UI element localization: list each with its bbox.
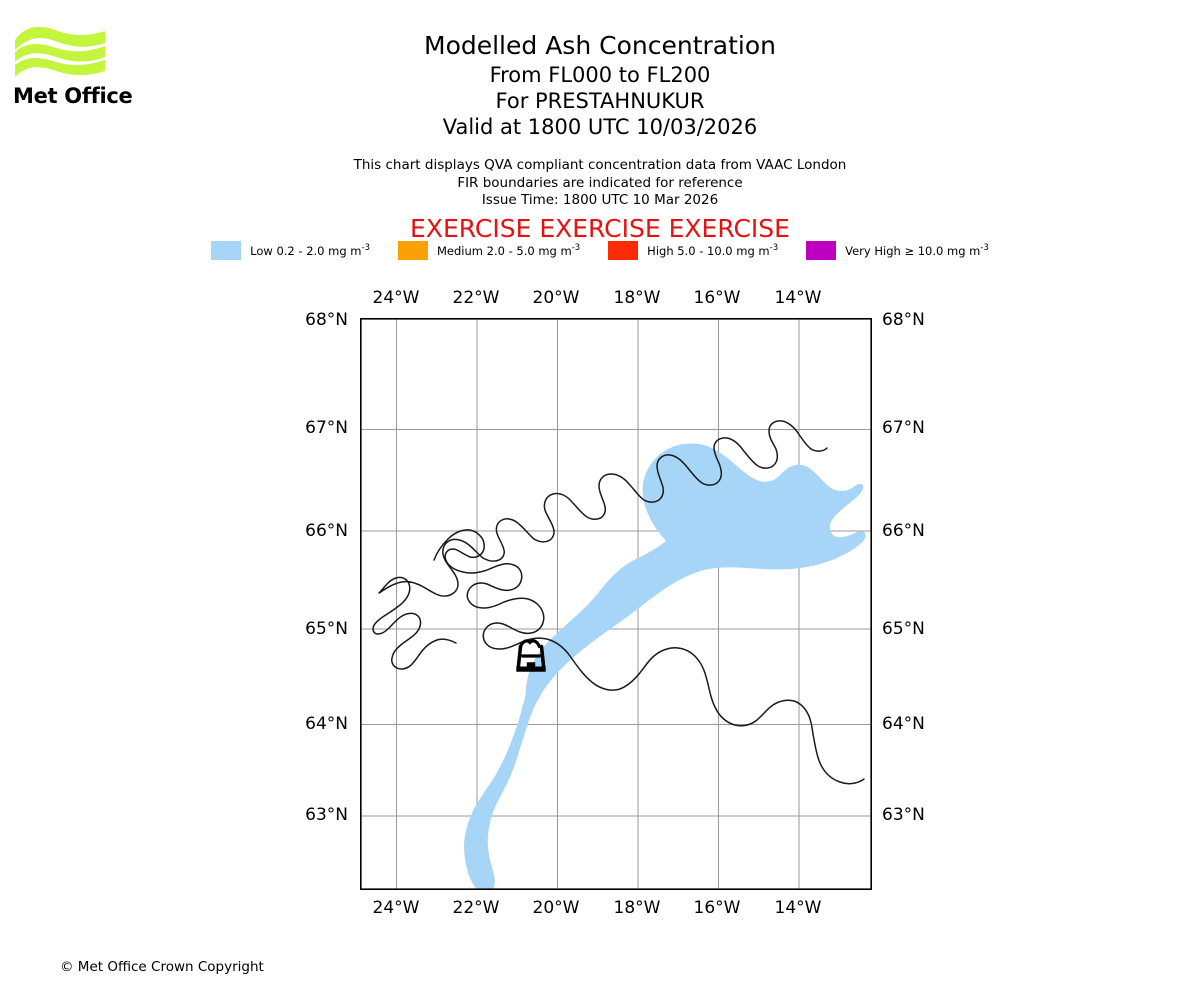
lon-label-top-20w: 20°W bbox=[532, 288, 580, 308]
lon-label-bottom-16w: 16°W bbox=[693, 898, 741, 918]
lon-label-top-14w: 14°W bbox=[774, 288, 822, 308]
legend-swatch-high bbox=[608, 241, 639, 260]
copyright-footer: © Met Office Crown Copyright bbox=[60, 959, 264, 975]
ash-cloud-low-final bbox=[464, 443, 866, 889]
lat-label-left-64n: 64°N bbox=[305, 714, 348, 734]
lat-label-right-68n: 68°N bbox=[882, 310, 925, 330]
lon-label-bottom-24w: 24°W bbox=[372, 898, 420, 918]
lon-label-bottom-22w: 22°W bbox=[452, 898, 500, 918]
lat-label-right-63n: 63°N bbox=[882, 805, 925, 825]
lat-label-left-66n: 66°N bbox=[305, 521, 348, 541]
legend-label-medium: Medium 2.0 - 5.0 mg m-3 bbox=[436, 242, 581, 258]
lon-label-top-18w: 18°W bbox=[613, 288, 661, 308]
lat-label-right-64n: 64°N bbox=[882, 714, 925, 734]
met-office-wordmark: Met Office bbox=[13, 84, 133, 108]
legend-label-low: Low 0.2 - 2.0 mg m-3 bbox=[250, 242, 370, 258]
page-title: Modelled Ash Concentration bbox=[424, 31, 776, 60]
iceland-final bbox=[433, 529, 865, 785]
lat-label-left-68n: 68°N bbox=[305, 310, 348, 330]
legend-item-high: High 5.0 - 10.0 mg m-3 bbox=[608, 241, 778, 260]
legend-label-very-high: Very High ≥ 10.0 mg m-3 bbox=[845, 242, 989, 258]
lon-label-bottom-14w: 14°W bbox=[774, 898, 822, 918]
legend-swatch-very-high bbox=[806, 241, 837, 260]
legend-swatch-low bbox=[211, 241, 242, 260]
exercise-banner: EXERCISE EXERCISE EXERCISE bbox=[410, 214, 790, 243]
met-office-logo: Met Office bbox=[13, 22, 133, 117]
lat-label-right-67n: 67°N bbox=[882, 418, 925, 438]
legend-item-very-high: Very High ≥ 10.0 mg m-3 bbox=[806, 241, 989, 260]
met-office-wave-logo-icon bbox=[15, 26, 105, 77]
lat-label-right-65n: 65°N bbox=[882, 619, 925, 639]
legend-item-low: Low 0.2 - 2.0 mg m-3 bbox=[211, 241, 370, 260]
lon-label-bottom-20w: 20°W bbox=[532, 898, 580, 918]
title-valid-time: Valid at 1800 UTC 10/03/2026 bbox=[442, 115, 758, 139]
legend-label-high: High 5.0 - 10.0 mg m-3 bbox=[647, 242, 779, 258]
legend-swatch-medium bbox=[397, 241, 428, 260]
legend-item-medium: Medium 2.0 - 5.0 mg m-3 bbox=[397, 241, 581, 260]
lat-label-right-66n: 66°N bbox=[882, 521, 925, 541]
lon-label-bottom-18w: 18°W bbox=[613, 898, 661, 918]
iceland-coast-line bbox=[372, 420, 828, 670]
note-fir-boundaries: FIR boundaries are indicated for referen… bbox=[457, 174, 743, 191]
volcano-icon bbox=[516, 639, 546, 672]
concentration-legend: Low 0.2 - 2.0 mg m-3 Medium 2.0 - 5.0 mg… bbox=[0, 241, 1200, 260]
lon-label-top-22w: 22°W bbox=[452, 288, 500, 308]
map-final-layer[interactable] bbox=[360, 318, 872, 890]
chart-title-block: Modelled Ash Concentration From FL000 to… bbox=[0, 0, 1200, 140]
note-issue-time: Issue Time: 1800 UTC 10 Mar 2026 bbox=[481, 192, 719, 208]
lon-label-top-16w: 16°W bbox=[693, 288, 741, 308]
chart-notes: This chart displays QVA compliant concen… bbox=[0, 157, 1200, 210]
title-volcano-name: For PRESTAHNUKUR bbox=[495, 89, 705, 113]
note-qva-compliance: This chart displays QVA compliant concen… bbox=[353, 157, 847, 173]
lat-label-left-65n: 65°N bbox=[305, 619, 348, 639]
title-flight-levels: From FL000 to FL200 bbox=[489, 63, 711, 87]
lat-label-left-67n: 67°N bbox=[305, 418, 348, 438]
lon-label-top-24w: 24°W bbox=[372, 288, 420, 308]
lat-label-left-63n: 63°N bbox=[305, 805, 348, 825]
